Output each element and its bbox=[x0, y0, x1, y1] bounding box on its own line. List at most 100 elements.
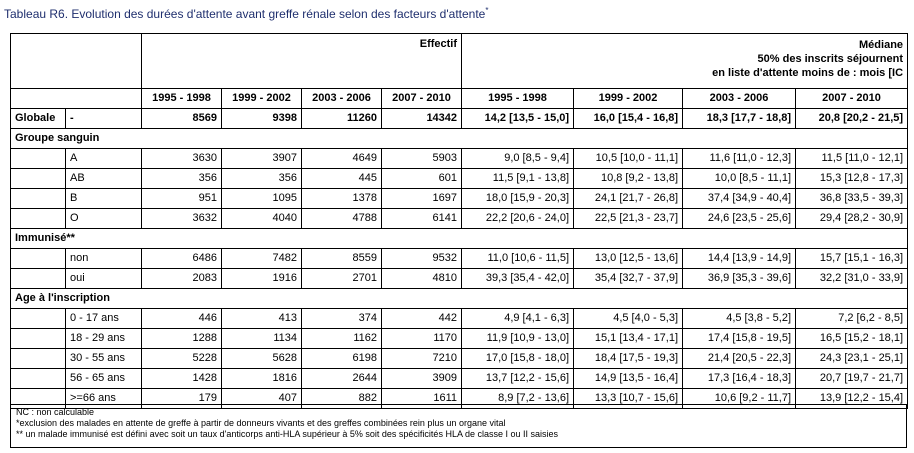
effectif-period: 2003 - 2006 bbox=[301, 88, 382, 109]
effectif-cell: 4810 bbox=[380, 268, 463, 289]
table-row: B 951 1095 1378 1697 18,0 [15,9 - 20,3] 24,1 [… bbox=[10, 188, 909, 209]
row-label: non bbox=[65, 248, 142, 269]
row-indent-cell bbox=[10, 168, 66, 189]
globale-effectif: 11260 bbox=[301, 108, 382, 129]
mediane-cell: 10,5 [10,0 - 11,1] bbox=[573, 148, 684, 169]
table-row: 56 - 65 ans 1428 1816 2644 3909 13,7 [12,2 - … bbox=[10, 368, 909, 389]
globale-mediane: 14,2 [13,5 - 15,0] bbox=[461, 108, 575, 129]
effectif-cell: 2701 bbox=[301, 268, 382, 289]
globale-label: Globale bbox=[10, 108, 66, 129]
row-indent-cell bbox=[10, 348, 66, 369]
effectif-cell: 445 bbox=[301, 168, 382, 189]
mediane-cell: 18,0 [15,9 - 20,3] bbox=[461, 188, 575, 209]
effectif-cell: 4040 bbox=[221, 208, 302, 229]
effectif-cell: 1816 bbox=[221, 368, 302, 389]
mediane-cell: 24,6 [23,5 - 25,6] bbox=[682, 208, 797, 229]
effectif-cell: 9532 bbox=[380, 248, 463, 269]
effectif-cell: 1916 bbox=[221, 268, 302, 289]
table-row: oui 2083 1916 2701 4810 39,3 [35,4 - 42,0] 35,… bbox=[10, 268, 909, 289]
effectif-cell: 6198 bbox=[301, 348, 382, 369]
mediane-cell: 15,7 [15,1 - 16,3] bbox=[795, 248, 909, 269]
table-row: AB 356 356 445 601 11,5 [9,1 - 13,8] 10,8 [9,2… bbox=[10, 168, 909, 189]
mediane-cell: 9,0 [8,5 - 9,4] bbox=[461, 148, 575, 169]
effectif-cell: 7482 bbox=[221, 248, 302, 269]
globale-effectif: 8569 bbox=[141, 108, 222, 129]
row-label: 18 - 29 ans bbox=[65, 328, 142, 349]
row-label: >=66 ans bbox=[65, 388, 142, 409]
effectif-cell: 5628 bbox=[221, 348, 302, 369]
mediane-cell: 13,3 [10,7 - 15,6] bbox=[573, 388, 684, 409]
mediane-cell: 37,4 [34,9 - 40,4] bbox=[682, 188, 797, 209]
globale-mediane: 18,3 [17,7 - 18,8] bbox=[682, 108, 797, 129]
effectif-cell: 1170 bbox=[380, 328, 463, 349]
header-empty-cell bbox=[10, 33, 142, 89]
globale-effectif: 14342 bbox=[380, 108, 463, 129]
effectif-cell: 442 bbox=[380, 308, 463, 329]
mediane-period: 1999 - 2002 bbox=[573, 88, 684, 109]
mediane-cell: 24,3 [23,1 - 25,1] bbox=[795, 348, 909, 369]
mediane-cell: 32,2 [31,0 - 33,9] bbox=[795, 268, 909, 289]
effectif-period: 1995 - 1998 bbox=[141, 88, 222, 109]
header-row-periods: 1995 - 1998 1999 - 2002 2003 - 2006 2007… bbox=[10, 88, 909, 109]
effectif-cell: 4788 bbox=[301, 208, 382, 229]
mediane-cell: 4,5 [3,8 - 5,2] bbox=[682, 308, 797, 329]
row-label: AB bbox=[65, 168, 142, 189]
effectif-cell: 1095 bbox=[221, 188, 302, 209]
mediane-period: 2007 - 2010 bbox=[795, 88, 909, 109]
section-header-row: Groupe sanguin bbox=[9, 128, 909, 149]
row-label: oui bbox=[65, 268, 142, 289]
globale-effectif: 9398 bbox=[221, 108, 302, 129]
effectif-cell: 601 bbox=[380, 168, 463, 189]
row-indent-cell bbox=[10, 328, 66, 349]
table-row: >=66 ans 179 407 882 1611 8,9 [7,2 - 13,6] 13,… bbox=[10, 388, 909, 409]
mediane-cell: 11,5 [11,0 - 12,1] bbox=[795, 148, 909, 169]
table-row: non 6486 7482 8559 9532 11,0 [10,6 - 11,5] 13,… bbox=[10, 248, 909, 269]
table-row: O 3632 4040 4788 6141 22,2 [20,6 - 24,0] 22,5 … bbox=[10, 208, 909, 229]
mediane-cell: 11,5 [9,1 - 13,8] bbox=[461, 168, 575, 189]
mediane-cell: 10,0 [8,5 - 11,1] bbox=[682, 168, 797, 189]
globale-sub: - bbox=[65, 108, 142, 129]
table-row: 30 - 55 ans 5228 5628 6198 7210 17,0 [15,8 - … bbox=[10, 348, 909, 369]
mediane-cell: 22,2 [20,6 - 24,0] bbox=[461, 208, 575, 229]
globale-mediane: 20,8 [20,2 - 21,5] bbox=[795, 108, 909, 129]
section-header-row: Immunisé** bbox=[9, 228, 909, 249]
title-footnote-marker: * bbox=[485, 6, 489, 15]
mediane-line-3: en liste d'attente moins de : mois [IC bbox=[712, 67, 904, 79]
mediane-cell: 11,9 [10,9 - 13,0] bbox=[461, 328, 575, 349]
effectif-cell: 6486 bbox=[141, 248, 222, 269]
table-body: Effectif Médiane 50% des inscrits séjour… bbox=[9, 33, 909, 409]
effectif-cell: 3907 bbox=[221, 148, 302, 169]
effectif-cell: 356 bbox=[221, 168, 302, 189]
row-label: A bbox=[65, 148, 142, 169]
effectif-header: Effectif bbox=[140, 33, 463, 89]
row-indent-cell bbox=[10, 268, 66, 289]
mediane-cell: 35,4 [32,7 - 37,9] bbox=[573, 268, 684, 289]
table-row: 0 - 17 ans 446 413 374 442 4,9 [4,1 - 6,3] 4,5… bbox=[10, 308, 909, 329]
mediane-cell: 17,3 [16,4 - 18,3] bbox=[682, 368, 797, 389]
section-header-row: Age à l'inscription bbox=[9, 288, 909, 309]
header-row-top: Effectif Médiane 50% des inscrits séjour… bbox=[10, 33, 909, 89]
mediane-cell: 15,3 [12,8 - 17,3] bbox=[795, 168, 909, 189]
row-label: O bbox=[65, 208, 142, 229]
effectif-period: 1999 - 2002 bbox=[221, 88, 302, 109]
mediane-cell: 13,0 [12,5 - 13,6] bbox=[573, 248, 684, 269]
effectif-cell: 1288 bbox=[141, 328, 222, 349]
effectif-cell: 374 bbox=[301, 308, 382, 329]
mediane-cell: 39,3 [35,4 - 42,0] bbox=[461, 268, 575, 289]
mediane-cell: 16,5 [15,2 - 18,1] bbox=[795, 328, 909, 349]
mediane-cell: 4,9 [4,1 - 6,3] bbox=[461, 308, 575, 329]
mediane-cell: 15,1 [13,4 - 17,1] bbox=[573, 328, 684, 349]
footnote: ** un malade immunisé est défini avec so… bbox=[16, 429, 558, 439]
mediane-cell: 4,5 [4,0 - 5,3] bbox=[573, 308, 684, 329]
mediane-cell: 8,9 [7,2 - 13,6] bbox=[461, 388, 575, 409]
mediane-cell: 36,9 [35,3 - 39,6] bbox=[682, 268, 797, 289]
row-indent-cell bbox=[10, 208, 66, 229]
footnote: NC : non calculable bbox=[16, 407, 95, 417]
mediane-cell: 18,4 [17,5 - 19,3] bbox=[573, 348, 684, 369]
effectif-cell: 8559 bbox=[301, 248, 382, 269]
effectif-cell: 1134 bbox=[221, 328, 302, 349]
mediane-cell: 10,6 [9,2 - 11,7] bbox=[682, 388, 797, 409]
section-label: Groupe sanguin bbox=[9, 128, 909, 149]
effectif-cell: 446 bbox=[141, 308, 222, 329]
mediane-cell: 36,8 [33,5 - 39,3] bbox=[795, 188, 909, 209]
